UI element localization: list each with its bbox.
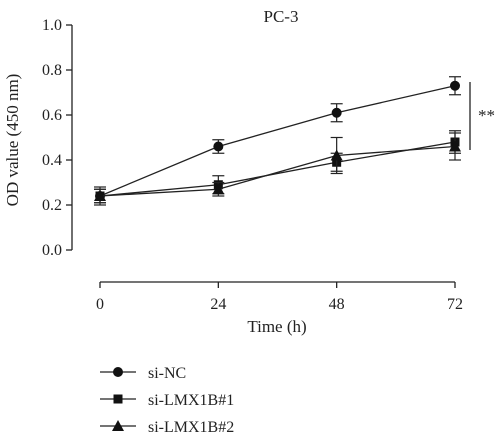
y-tick-label: 0.0 [42, 242, 62, 259]
legend-label: si-NC [148, 365, 186, 382]
data-point [449, 140, 461, 152]
y-tick-label: 0.4 [42, 152, 62, 169]
series-triangle [94, 132, 461, 206]
series-line [99, 141, 456, 197]
data-point [213, 141, 224, 152]
x-tick-label: 0 [96, 296, 104, 313]
series-circle [94, 76, 461, 204]
y-tick-label: 0.6 [42, 107, 62, 124]
significance-label: ** [478, 106, 495, 125]
data-point [450, 80, 460, 91]
legend: si-NC si-LMX1B#1 si-LMX1B#2 [100, 365, 234, 436]
series-line [99, 145, 456, 197]
series-layer [94, 76, 461, 206]
legend-label: si-LMX1B#2 [148, 419, 234, 436]
y-tick-label: 0.2 [42, 197, 62, 214]
data-point [330, 149, 343, 161]
y-axis-label: OD value (450 nm) [3, 74, 22, 207]
x-tick-label: 72 [447, 296, 463, 313]
series-line [99, 85, 456, 197]
data-point [331, 107, 342, 118]
legend-item: si-NC [100, 365, 186, 382]
significance-annotation: ** [469, 82, 495, 150]
chart-title: PC-3 [264, 7, 299, 26]
legend-marker [113, 394, 123, 404]
x-axis-label: Time (h) [247, 317, 306, 336]
x-tick-label: 24 [210, 296, 226, 313]
data-point [212, 183, 225, 195]
y-tick-label: 1.0 [42, 17, 62, 34]
legend-item: si-LMX1B#2 [100, 419, 234, 436]
legend-marker [112, 420, 124, 431]
legend-label: si-LMX1B#1 [148, 392, 234, 409]
data-point [94, 190, 106, 201]
y-tick-label: 0.8 [42, 62, 62, 79]
legend-item: si-LMX1B#1 [100, 392, 234, 409]
axes: 0.0 0.2 0.4 0.6 0.8 1.0 0 24 48 72 [42, 17, 463, 313]
legend-marker [113, 367, 123, 377]
x-tick-label: 48 [329, 296, 345, 313]
series-square [94, 130, 461, 204]
